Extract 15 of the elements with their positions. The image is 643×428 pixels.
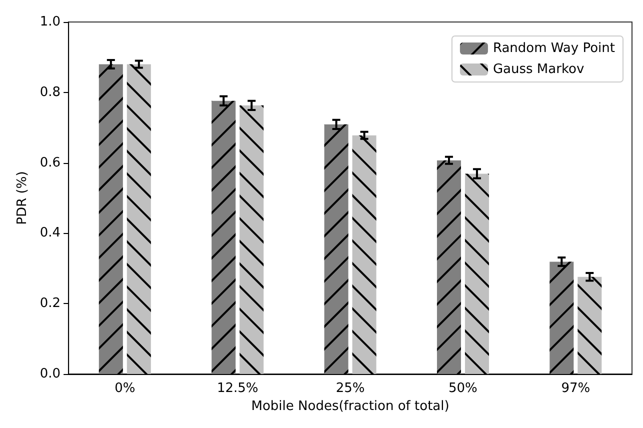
y-tick-label: 0.8 [40, 84, 61, 100]
y-tick-label: 0.6 [40, 155, 61, 170]
y-tick-label: 0.4 [40, 226, 61, 241]
x-tick-label: 97% [561, 381, 590, 396]
y-tick-label: 1.0 [40, 14, 61, 30]
y-tick-label: 0.0 [40, 366, 61, 382]
x-tick-label: 0% [114, 381, 136, 396]
legend-label: Random Way Point [492, 41, 615, 56]
legend-label: Gauss Markov [492, 62, 584, 77]
y-axis-title: PDR (%) [15, 171, 30, 225]
y-tick-label: 0.2 [40, 296, 61, 312]
x-tick-label: 50% [448, 381, 478, 396]
x-tick-label: 12.5% [216, 381, 258, 396]
x-tick-label: 25% [336, 381, 365, 396]
x-axis-title: Mobile Nodes(fraction of total) [251, 399, 450, 414]
